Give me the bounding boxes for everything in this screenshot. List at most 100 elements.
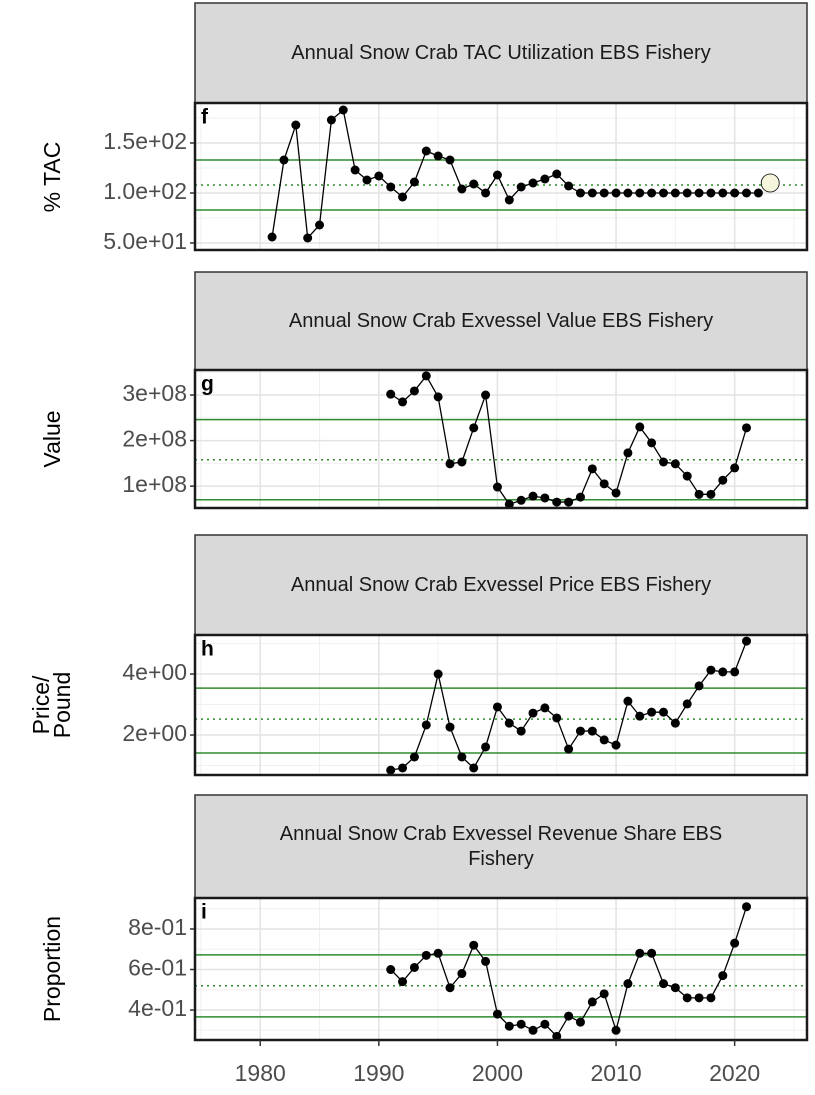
data-point: [611, 488, 621, 498]
data-point: [303, 233, 313, 243]
y-axis-title: % TAC: [22, 77, 82, 277]
data-point: [552, 1031, 562, 1041]
data-point: [492, 482, 502, 492]
data-point: [575, 1017, 585, 1027]
data-point: [730, 188, 740, 198]
panel-label: f: [201, 106, 209, 129]
data-point: [540, 703, 550, 713]
data-point: [623, 979, 633, 989]
data-point: [398, 192, 408, 202]
data-point: [760, 173, 780, 193]
panel-title-text: Annual Snow Crab TAC Utilization EBS Fis…: [291, 41, 711, 64]
data-point: [564, 744, 574, 754]
data-point: [540, 493, 550, 503]
y-tick-label: 2e+08: [122, 426, 187, 452]
data-point: [540, 174, 550, 184]
strip: [194, 2, 808, 104]
data-point: [623, 696, 633, 706]
data-point: [481, 188, 491, 198]
data-point: [623, 188, 633, 198]
data-point: [706, 993, 716, 1003]
data-point: [694, 993, 704, 1003]
y-tick-label: 1.0e+02: [103, 178, 187, 204]
x-tick-label: 2010: [590, 1060, 641, 1086]
data-point: [433, 151, 443, 161]
data-point: [481, 956, 491, 966]
y-tick-label: 1e+08: [122, 471, 187, 497]
data-point: [647, 188, 657, 198]
data-point: [374, 171, 384, 181]
panel-border: [193, 368, 809, 510]
data-point: [445, 722, 455, 732]
data-point: [445, 459, 455, 469]
data-point: [587, 464, 597, 474]
data-point: [635, 711, 645, 721]
y-tick-label: 6e-01: [128, 955, 187, 981]
data-point: [694, 489, 704, 499]
panel-title: Annual Snow Crab Exvessel Revenue Share …: [195, 795, 807, 898]
data-point: [481, 742, 491, 752]
panel-label: i: [201, 901, 207, 924]
panel-label: g: [201, 373, 214, 396]
data-point: [682, 993, 692, 1003]
panel-title-text: Annual Snow Crab Exvessel Price EBS Fish…: [290, 573, 712, 596]
data-point: [386, 182, 396, 192]
data-point: [457, 184, 467, 194]
data-point: [658, 188, 668, 198]
data-point: [409, 177, 419, 187]
y-tick-label: 2e+00: [122, 720, 187, 746]
x-tick-label: 1990: [353, 1060, 404, 1086]
data-point: [742, 636, 752, 646]
data-point: [718, 475, 728, 485]
data-point: [445, 983, 455, 993]
panel-title: Annual Snow Crab Exvessel Value EBS Fish…: [195, 272, 807, 370]
data-point: [386, 965, 396, 975]
data-point: [587, 726, 597, 736]
data-point: [694, 188, 704, 198]
data-point: [647, 707, 657, 717]
data-point: [682, 699, 692, 709]
panel-border: [193, 896, 809, 1042]
data-point: [504, 195, 514, 205]
data-point: [421, 950, 431, 960]
data-point: [611, 188, 621, 198]
data-point: [742, 188, 752, 198]
y-axis-title: Price/ Pound: [22, 605, 82, 805]
panel-title: Annual Snow Crab TAC Utilization EBS Fis…: [195, 3, 807, 103]
panel-title-text: Annual Snow Crab Exvessel Value EBS Fish…: [288, 309, 714, 332]
data-point: [504, 499, 514, 509]
data-point: [635, 422, 645, 432]
data-point: [575, 492, 585, 502]
data-point: [516, 726, 526, 736]
data-point: [315, 220, 325, 230]
data-point: [599, 479, 609, 489]
data-point: [469, 179, 479, 189]
data-point: [504, 718, 514, 728]
data-point: [647, 438, 657, 448]
data-point: [457, 457, 467, 467]
data-point: [516, 1019, 526, 1029]
data-point: [730, 938, 740, 948]
panel-title-text: Annual Snow Crab Exvessel Revenue Share …: [279, 822, 723, 870]
data-point: [421, 371, 431, 381]
data-point: [575, 726, 585, 736]
x-tick-label: 1980: [235, 1060, 286, 1086]
data-point: [587, 188, 597, 198]
data-point: [469, 940, 479, 950]
data-point: [492, 1009, 502, 1019]
y-tick-label: 4e-01: [128, 995, 187, 1021]
strip: [194, 794, 808, 899]
y-tick-label: 5.0e+01: [103, 228, 187, 254]
data-point: [481, 390, 491, 400]
panel-border: [193, 633, 809, 777]
data-point: [575, 188, 585, 198]
data-point: [753, 188, 763, 198]
data-point: [552, 169, 562, 179]
panel-border: [193, 101, 809, 252]
data-point: [587, 997, 597, 1007]
data-point: [742, 423, 752, 433]
data-point: [338, 105, 348, 115]
data-point: [433, 392, 443, 402]
data-point: [409, 962, 419, 972]
